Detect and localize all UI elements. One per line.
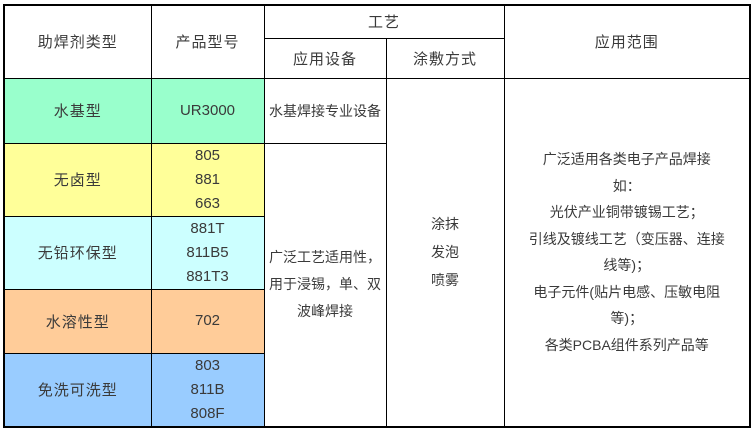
coating-methods-cell: 涂抹 发泡 喷雾 bbox=[385, 77, 505, 427]
flux-type-cell: 无铅环保型 bbox=[3, 215, 152, 290]
header-equipment: 应用设备 bbox=[263, 37, 387, 79]
product-models-cell: 881T 811B5 881T3 bbox=[150, 215, 265, 290]
application-range-cell: 广泛适用各类电子产品焊接 如： 光伏产业铜带镀锡工艺； 引线及镀线工艺（变压器、… bbox=[503, 77, 751, 427]
flux-type-cell: 水溶性型 bbox=[3, 288, 152, 354]
equipment-cell-water-based: 水基焊接专业设备 bbox=[263, 77, 387, 144]
flux-type-cell: 无卤型 bbox=[3, 142, 152, 217]
header-row-2: 应用设备 涂敷方式 bbox=[4, 37, 750, 79]
header-row-1: 助焊剂类型 产品型号 工艺 应用范围 bbox=[3, 4, 751, 79]
product-models-cell: 805 881 663 bbox=[150, 142, 265, 217]
header-flux-type: 助焊剂类型 bbox=[3, 4, 152, 79]
row-water-based: 水基型 UR3000 水基焊接专业设备 涂抹 发泡 喷雾 广泛适用各类电子产品焊… bbox=[3, 77, 751, 427]
header-application-range: 应用范围 bbox=[503, 4, 751, 79]
product-models-cell: 803 811B 808F bbox=[150, 352, 265, 427]
row-halogen-free: 无卤型 805 881 663 广泛工艺适用性， 用于浸锡，单、双 波峰焊接 bbox=[3, 142, 750, 427]
header-coating-method: 涂敷方式 bbox=[385, 37, 505, 79]
product-models-cell: UR3000 bbox=[150, 77, 265, 144]
flux-products-table: 助焊剂类型 产品型号 工艺 应用范围 应用设备 涂敷方式 水基型 UR3000 … bbox=[3, 4, 751, 428]
header-process: 工艺 bbox=[263, 4, 505, 39]
equipment-cell-general: 广泛工艺适用性， 用于浸锡，单、双 波峰焊接 bbox=[263, 142, 387, 427]
header-product-model: 产品型号 bbox=[150, 4, 265, 79]
row-water-soluble: 水溶性型 702 bbox=[3, 288, 750, 354]
row-no-clean-washable: 免洗可洗型 803 811B 808F bbox=[3, 352, 750, 427]
row-lead-free: 无铅环保型 881T 811B5 881T3 bbox=[3, 215, 750, 290]
flux-type-cell: 免洗可洗型 bbox=[3, 352, 152, 427]
product-models-cell: 702 bbox=[150, 288, 265, 354]
flux-type-cell: 水基型 bbox=[3, 77, 152, 144]
